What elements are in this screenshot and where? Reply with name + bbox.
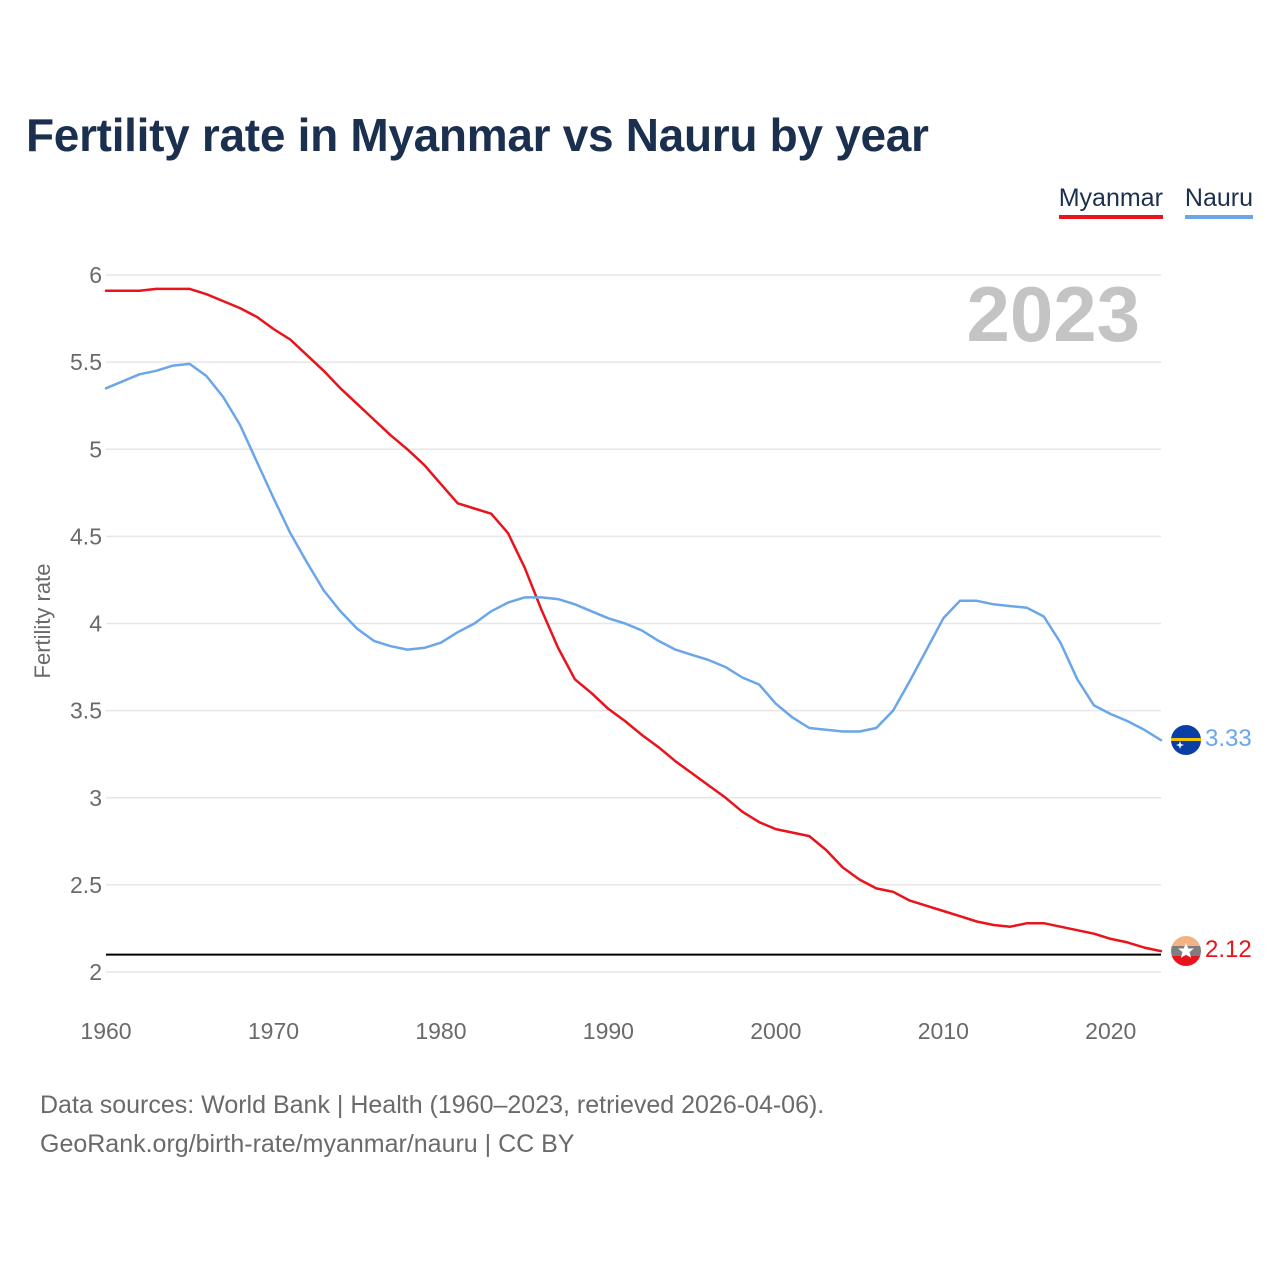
series — [104, 287, 1163, 953]
series-line-myanmar[interactable] — [104, 287, 1163, 953]
x-axis-ticks: 1960 1970 1980 1990 2000 2010 2020 — [80, 1018, 1136, 1044]
nauru-end-value: 3.33 — [1205, 725, 1252, 752]
myanmar-end-value: 2.12 — [1205, 936, 1252, 963]
x-tick-label: 2010 — [918, 1018, 969, 1044]
x-tick-label: 1990 — [583, 1018, 634, 1044]
series-line-nauru[interactable] — [104, 362, 1163, 742]
y-tick-label: 5.5 — [70, 349, 102, 375]
nauru-flag-icon — [1171, 725, 1201, 755]
data-sources: Data sources: World Bank | Health (1960–… — [40, 1091, 825, 1119]
y-tick-label: 2 — [89, 959, 102, 985]
end-markers: 3.33 2.12 — [1171, 725, 1252, 966]
y-tick-label: 2.5 — [70, 872, 102, 898]
chart-title: Fertility rate in Myanmar vs Nauru by ye… — [26, 109, 929, 161]
footer: Data sources: World Bank | Health (1960–… — [40, 1086, 824, 1164]
y-tick-label: 6 — [89, 262, 102, 288]
y-tick-label: 3 — [89, 785, 102, 811]
legend-item-nauru[interactable]: Nauru — [1184, 184, 1253, 219]
y-tick-label: 4 — [89, 611, 102, 637]
x-tick-label: 1960 — [80, 1018, 131, 1044]
x-tick-label: 2020 — [1085, 1018, 1136, 1044]
x-tick-label: 2000 — [750, 1018, 801, 1044]
x-tick-label: 1970 — [248, 1018, 299, 1044]
year-watermark: 2023 — [966, 270, 1140, 358]
x-tick-label: 1980 — [415, 1018, 466, 1044]
grid — [106, 274, 1161, 973]
credit-link[interactable]: GeoRank.org/birth-rate/myanmar/nauru | C… — [40, 1130, 575, 1158]
myanmar-flag-icon — [1171, 936, 1201, 966]
y-axis-ticks: 2 2.5 3 3.5 4 4.5 5 5.5 6 — [70, 262, 102, 985]
y-tick-label: 4.5 — [70, 523, 102, 549]
legend: Myanmar Nauru — [1058, 184, 1253, 219]
legend-item-myanmar[interactable]: Myanmar — [1058, 184, 1163, 219]
y-tick-label: 5 — [89, 436, 102, 462]
y-axis-label: Fertility rate — [30, 564, 55, 679]
y-tick-label: 3.5 — [70, 698, 102, 724]
